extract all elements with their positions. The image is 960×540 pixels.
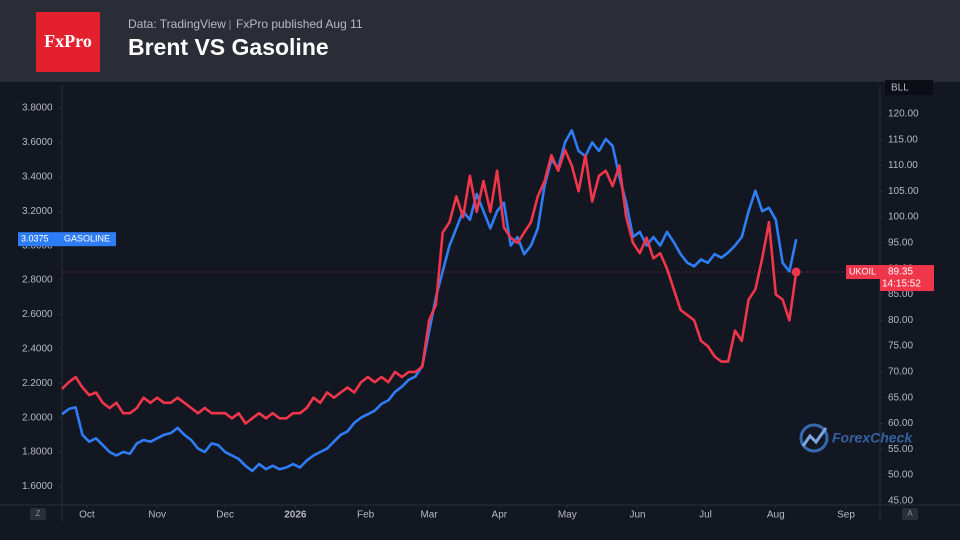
y2-tick-label: 45.00 (888, 496, 913, 507)
control-button[interactable] (902, 508, 918, 520)
x-tick-label: Oct (79, 510, 95, 521)
price-box (880, 265, 934, 292)
y-tick-label: 3.4000 (22, 171, 53, 182)
y-tick-label: 1.6000 (22, 481, 53, 492)
watermark-icon (799, 423, 829, 453)
series-name-box (846, 265, 880, 280)
countdown: 14:15:52 (882, 279, 921, 290)
x-tick-label: 2026 (284, 510, 307, 521)
line-series (61, 148, 798, 425)
x-tick-label: Feb (357, 510, 375, 521)
header-publisher: FxPro published Aug 11 (236, 17, 363, 31)
y2-tick-label: 60.00 (888, 418, 913, 429)
price-label: 89.35 (888, 267, 913, 278)
watermark: ForexCheck (832, 430, 913, 446)
axis-unit: BLL (891, 83, 909, 94)
y2-tick-label: 115.00 (888, 134, 918, 145)
y2-tick-label: 70.00 (888, 367, 913, 378)
x-tick-label: Jun (629, 510, 645, 521)
y2-tick-label: 100.00 (888, 212, 919, 223)
y-tick-label: 2.8000 (22, 275, 53, 286)
logo-text: FxPro (44, 31, 92, 51)
y-tick-label: 2.2000 (22, 378, 53, 389)
control-label[interactable]: Z (36, 509, 41, 518)
y-tick-label: 1.8000 (22, 447, 53, 458)
y2-tick-label: 65.00 (888, 392, 913, 403)
series-name: UKOIL (849, 266, 876, 276)
y-tick-label: 3.6000 (22, 137, 53, 148)
control-label[interactable]: A (907, 509, 913, 518)
x-tick-label: Sep (837, 510, 855, 521)
x-tick-label: Nov (148, 510, 166, 521)
y2-tick-label: 75.00 (888, 341, 913, 352)
x-tick-label: Aug (767, 510, 785, 521)
x-tick-label: May (558, 510, 577, 521)
price-label: 3.0375 (21, 234, 49, 244)
y2-tick-label: 110.00 (888, 160, 918, 171)
x-tick-label: Jul (699, 510, 712, 521)
y2-tick-label: 50.00 (888, 470, 913, 481)
y2-tick-label: 120.00 (888, 109, 919, 120)
y-tick-label: 2.6000 (22, 309, 53, 320)
y-tick-label: 2.4000 (22, 343, 53, 354)
line-series (61, 129, 798, 473)
y2-tick-label: 85.00 (888, 289, 913, 300)
axis-unit-box (885, 80, 933, 95)
header-band (0, 0, 960, 82)
logo-box (36, 12, 100, 72)
series-name: GASOLINE (64, 234, 110, 244)
control-button[interactable] (30, 508, 46, 520)
x-tick-label: Dec (216, 510, 234, 521)
chart-title: Brent VS Gasoline (128, 34, 329, 60)
y2-tick-label: 95.00 (888, 238, 913, 249)
x-tick-label: Mar (420, 510, 438, 521)
y2-tick-label: 105.00 (888, 186, 919, 197)
y-tick-label: 2.0000 (22, 412, 53, 423)
y-tick-label: 3.2000 (22, 206, 53, 217)
header-source: Data: TradingView (128, 17, 226, 31)
y-tick-label: 3.8000 (22, 103, 53, 114)
price-box (18, 232, 116, 247)
y2-tick-label: 55.00 (888, 444, 913, 455)
x-tick-label: Apr (492, 510, 508, 521)
y2-tick-label: 80.00 (888, 315, 913, 326)
last-point (791, 267, 801, 277)
